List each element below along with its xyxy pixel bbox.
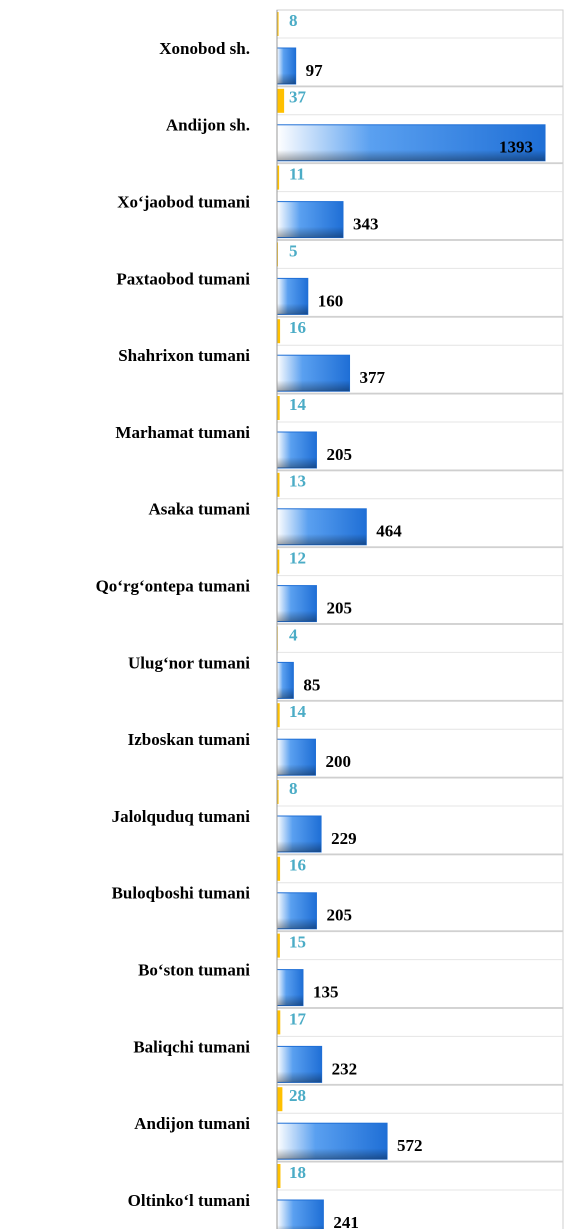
value-label: 241 xyxy=(333,1213,359,1229)
value-label: 8 xyxy=(289,779,298,798)
bar xyxy=(277,472,280,497)
bar-shade xyxy=(277,48,296,84)
value-label: 1393 xyxy=(499,138,533,157)
bar-shade xyxy=(277,1200,324,1229)
bar-shade xyxy=(277,739,316,776)
row-frame xyxy=(276,239,564,317)
bar-shade xyxy=(277,432,317,468)
value-label: 160 xyxy=(318,291,344,310)
row-frame xyxy=(276,9,564,87)
value-label: 205 xyxy=(326,599,352,618)
category-label: Shahrixon tumani xyxy=(118,346,250,365)
category-label: Izboskan tumani xyxy=(128,730,251,749)
value-label: 205 xyxy=(326,906,352,925)
bar xyxy=(277,88,285,113)
value-label: 377 xyxy=(360,368,386,387)
value-label: 229 xyxy=(331,829,357,848)
value-label: 85 xyxy=(303,675,320,694)
bar xyxy=(277,1164,281,1188)
value-label: 572 xyxy=(397,1136,423,1155)
row-frame xyxy=(276,623,564,701)
category-label: Asaka tumani xyxy=(148,500,250,519)
row-frame xyxy=(276,777,564,855)
category-label: Jalolquduq tumani xyxy=(112,807,251,826)
row-frame xyxy=(276,1161,564,1229)
category-label: Xonobod sh. xyxy=(159,39,250,58)
value-label: 12 xyxy=(289,549,306,568)
bar-shade xyxy=(277,662,294,699)
value-label: 13 xyxy=(289,472,306,491)
bar-shade xyxy=(277,124,546,161)
category-label: Andijon tumani xyxy=(134,1114,250,1133)
value-label: 4 xyxy=(289,625,298,644)
category-label: Baliqchi tumani xyxy=(133,1037,250,1056)
category-label: Buloqboshi tumani xyxy=(112,884,251,903)
row-frame xyxy=(276,547,564,625)
value-label: 5 xyxy=(289,241,298,260)
value-label: 17 xyxy=(289,1009,307,1028)
bar xyxy=(277,1087,283,1112)
bar-shade xyxy=(277,1046,322,1083)
value-label: 14 xyxy=(289,395,307,414)
value-label: 8 xyxy=(289,11,298,30)
value-label: 97 xyxy=(306,61,324,80)
row-frame xyxy=(276,931,564,1009)
bar xyxy=(277,12,279,36)
bar-shade xyxy=(277,508,367,545)
bar xyxy=(277,549,280,574)
value-label: 14 xyxy=(289,702,307,721)
bar xyxy=(277,933,280,958)
value-label: 11 xyxy=(289,165,305,184)
category-label: Qo‘rg‘ontepa tumani xyxy=(96,577,251,596)
category-label: Oltinko‘l tumani xyxy=(128,1191,251,1210)
category-label: Ulug‘nor tumani xyxy=(128,653,250,672)
value-label: 205 xyxy=(326,445,352,464)
bar-shade xyxy=(277,892,317,929)
value-label: 15 xyxy=(289,933,306,952)
bar xyxy=(277,165,280,190)
row-frame xyxy=(276,393,564,471)
bar-shade xyxy=(277,816,322,852)
row-frame xyxy=(276,854,564,932)
value-label: 232 xyxy=(332,1059,358,1078)
bar-shade xyxy=(277,278,308,315)
value-label: 16 xyxy=(289,318,306,337)
category-label: Paxtaobod tumani xyxy=(116,269,250,288)
bar xyxy=(277,319,281,344)
category-label: Bo‘ston tumani xyxy=(138,961,250,980)
value-label: 135 xyxy=(313,983,339,1002)
bar-shade xyxy=(277,969,303,1006)
value-label: 18 xyxy=(289,1163,306,1182)
value-label: 464 xyxy=(376,522,402,541)
row-frame xyxy=(276,700,564,778)
bar-shade xyxy=(277,585,317,622)
category-label: Xo‘jaobod tumani xyxy=(117,193,250,212)
bar-shade xyxy=(277,1123,388,1160)
bar xyxy=(277,856,281,881)
value-label: 16 xyxy=(289,856,306,875)
category-label: Andijon sh. xyxy=(166,116,250,135)
row-frame xyxy=(276,1007,564,1085)
bar xyxy=(277,780,279,804)
category-label: Marhamat tumani xyxy=(115,423,250,442)
value-label: 28 xyxy=(289,1086,306,1105)
value-label: 37 xyxy=(289,88,307,107)
value-label: 200 xyxy=(325,752,351,771)
bar-shade xyxy=(277,355,350,392)
value-label: 343 xyxy=(353,215,379,234)
bar xyxy=(277,1010,281,1035)
bar xyxy=(277,396,280,420)
bar xyxy=(277,703,280,728)
bar-shade xyxy=(277,201,343,238)
